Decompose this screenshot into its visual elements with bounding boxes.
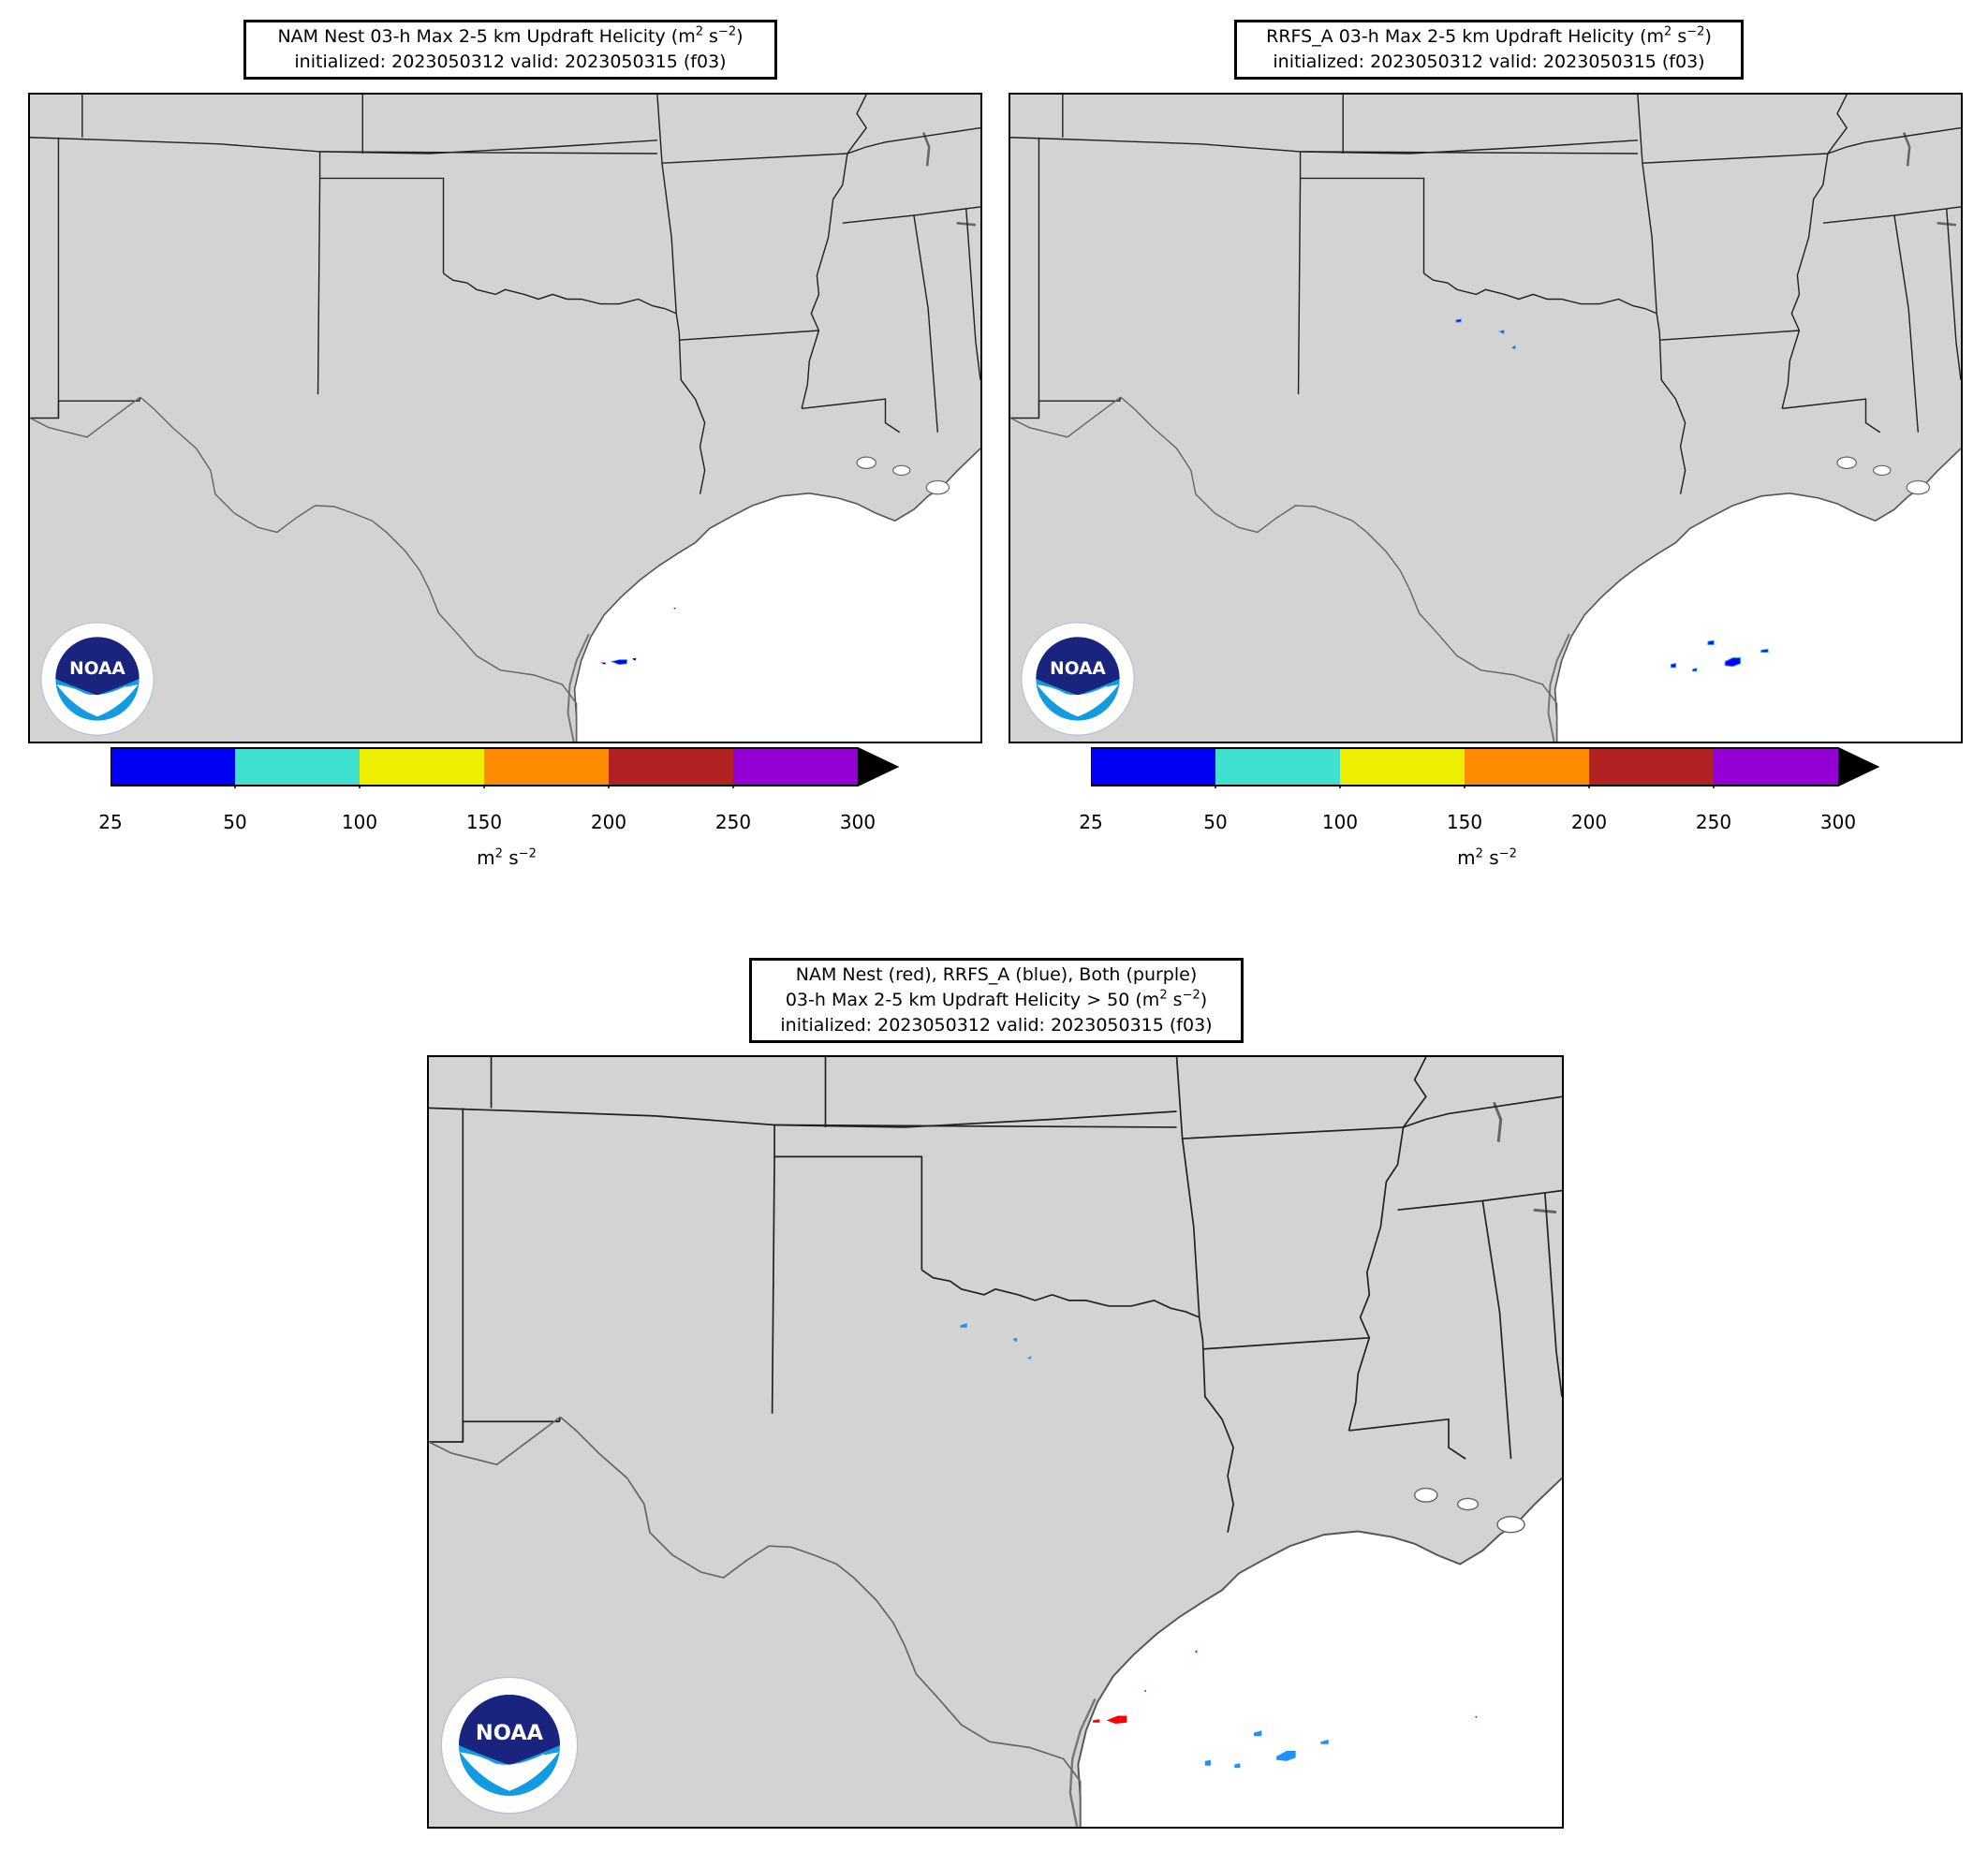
colorbar-bin (609, 748, 733, 786)
comparison-basemap (429, 1057, 1562, 1827)
panel1-colorbar-bins (110, 747, 900, 788)
uh-swath (631, 657, 637, 661)
panel2-basemap (1010, 95, 1961, 742)
rrfs-blue-swaths (960, 1323, 1329, 1769)
colorbar-bin (1465, 748, 1589, 786)
panel2-map: NOAA (1009, 93, 1963, 743)
panel2-title-line1: RRFS_A 03-h Max 2-5 km Updraft Helicity … (1266, 24, 1712, 47)
nam-swath (1143, 1689, 1146, 1693)
colorbar-tick-label: 100 (1321, 811, 1359, 833)
colorbar-bin (1091, 748, 1215, 786)
colorbar-tick-label: 50 (1203, 811, 1228, 833)
colorbar-tick-label: 300 (1819, 811, 1857, 833)
nam-swath (1194, 1650, 1198, 1654)
colorbar-tick-label: 25 (98, 811, 123, 833)
colorbar-tick-label: 250 (1695, 811, 1732, 833)
uh-swath (1760, 648, 1769, 653)
rrfs-swath (1253, 1730, 1262, 1737)
panel1-noaa-logo: NOAA (33, 621, 162, 737)
comparison-map: NOAA (427, 1055, 1564, 1829)
uh-swath (1498, 330, 1505, 334)
nam-swath (1474, 1715, 1478, 1718)
rrfs-swath (1026, 1356, 1032, 1360)
comparison-title: NAM Nest (red), RRFS_A (blue), Both (pur… (749, 958, 1244, 1043)
panel2-helicity-swaths (1455, 318, 1769, 672)
comparison-title-line2: 03-h Max 2-5 km Updraft Helicity > 50 (m… (785, 988, 1208, 1010)
colorbar-extend-arrow (1838, 748, 1878, 786)
uh-swath (1510, 345, 1516, 350)
panel1-basemap (30, 95, 980, 742)
rrfs-swath (1204, 1759, 1211, 1766)
colorbar-tick-label: 50 (223, 811, 247, 833)
svg-text:NOAA: NOAA (69, 659, 125, 679)
svg-text:NOAA: NOAA (476, 1721, 544, 1745)
uh-swath (1455, 318, 1462, 323)
comparison-title-line1: NAM Nest (red), RRFS_A (blue), Both (pur… (795, 964, 1198, 985)
panel2-colorbar (1091, 746, 1887, 849)
uh-swath (1670, 663, 1677, 669)
colorbar-bin (235, 748, 360, 786)
colorbar-tick-label: 25 (1079, 811, 1103, 833)
rrfs-swath (1320, 1739, 1329, 1744)
rrfs-swath (1276, 1751, 1296, 1761)
colorbar-tick-label: 150 (465, 811, 503, 833)
panel1-title: NAM Nest 03-h Max 2-5 km Updraft Helicit… (243, 20, 777, 80)
colorbar-bin (1340, 748, 1465, 786)
colorbar-bin (484, 748, 609, 786)
colorbar-tick-label: 250 (714, 811, 752, 833)
colorbar-tick-label: 150 (1446, 811, 1483, 833)
panel2-colorbar-bins (1091, 747, 1880, 788)
panel1-colorbar-label: m2 s−2 (477, 846, 537, 869)
panel1-map: NOAA (28, 93, 982, 743)
nam-swath (1106, 1715, 1127, 1724)
rrfs-swath (1012, 1337, 1017, 1343)
panel2-colorbar-label: m2 s−2 (1457, 846, 1517, 869)
comparison-noaa-logo: NOAA (432, 1675, 587, 1815)
uh-swath (610, 659, 627, 666)
panel1-helicity-swaths (600, 607, 676, 666)
colorbar-tick-label: 300 (839, 811, 876, 833)
panel1-title-line2: initialized: 2023050312 valid: 202305031… (294, 51, 727, 72)
colorbar-extend-arrow (858, 748, 897, 786)
colorbar-tick-label: 100 (341, 811, 378, 833)
uh-swath (1707, 639, 1715, 645)
rrfs-swath (1234, 1763, 1241, 1769)
svg-text:NOAA: NOAA (1050, 659, 1106, 679)
nam-red-swaths (1093, 1650, 1478, 1724)
uh-swath (1692, 668, 1698, 672)
panel2-title-line2: initialized: 2023050312 valid: 202305031… (1273, 51, 1705, 72)
colorbar-bin (1714, 748, 1838, 786)
panel1-colorbar (110, 746, 906, 849)
nam-swath (1093, 1719, 1100, 1723)
colorbar-bin (1215, 748, 1340, 786)
colorbar-bin (733, 748, 858, 786)
panel2-title: RRFS_A 03-h Max 2-5 km Updraft Helicity … (1234, 20, 1744, 80)
uh-swath (1724, 657, 1742, 668)
rrfs-swath (960, 1323, 967, 1328)
colorbar-tick-label: 200 (590, 811, 627, 833)
uh-swath (673, 607, 676, 610)
comparison-title-line3: initialized: 2023050312 valid: 202305031… (780, 1015, 1213, 1036)
uh-swath (600, 662, 607, 665)
panel1-title-line1: NAM Nest 03-h Max 2-5 km Updraft Helicit… (277, 24, 744, 47)
colorbar-tick-label: 200 (1570, 811, 1608, 833)
panel2-noaa-logo: NOAA (1013, 621, 1142, 737)
colorbar-bin (110, 748, 235, 786)
colorbar-bin (1589, 748, 1714, 786)
colorbar-bin (360, 748, 484, 786)
